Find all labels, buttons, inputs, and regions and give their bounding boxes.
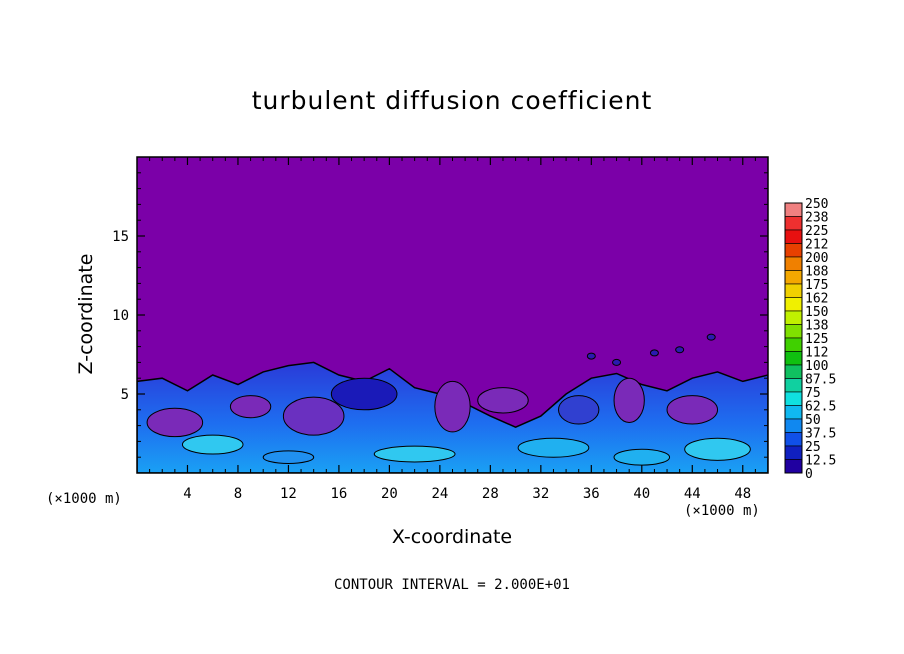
colorbar-label: 37.5 xyxy=(805,427,836,442)
colorbar-label: 238 xyxy=(805,211,828,226)
eddy-blob xyxy=(558,395,600,425)
colorbar-swatch xyxy=(784,324,803,339)
x-tick-label: 24 xyxy=(431,486,448,502)
x-tick-label: 4 xyxy=(183,486,191,502)
isolated-blob xyxy=(675,346,685,354)
colorbar-label: 188 xyxy=(805,265,828,280)
colorbar-swatch xyxy=(784,432,803,447)
colorbar-swatch xyxy=(784,364,803,379)
colorbar-label: 125 xyxy=(805,332,828,347)
isolated-blob xyxy=(649,349,659,357)
heatmap-field xyxy=(137,333,768,473)
x-tick-label: 32 xyxy=(532,486,549,502)
isolated-blob xyxy=(612,358,622,366)
x-unit-left: (×1000 m) xyxy=(46,491,122,507)
colorbar-swatch xyxy=(784,378,803,393)
contour-interval: CONTOUR INTERVAL = 2.000E+01 xyxy=(333,577,570,593)
colorbar-label: 200 xyxy=(805,251,828,266)
colorbar-swatch xyxy=(784,459,803,474)
colorbar-label: 212 xyxy=(805,238,828,253)
colorbar-swatch xyxy=(784,445,803,460)
eddy-blob xyxy=(262,450,315,465)
colorbar-swatch xyxy=(784,310,803,325)
eddy-blob xyxy=(666,395,719,425)
colorbar-label: 150 xyxy=(805,305,828,320)
y-tick-label: 15 xyxy=(112,229,129,245)
eddy-blob xyxy=(330,377,398,411)
colorbar-label: 225 xyxy=(805,224,828,239)
eddy-blob xyxy=(517,437,590,458)
colorbar-swatch xyxy=(784,202,803,217)
eddy-blob xyxy=(613,377,645,423)
colorbar-label: 112 xyxy=(805,346,828,361)
eddy-structures xyxy=(146,333,751,466)
x-tick-label: 20 xyxy=(381,486,398,502)
colorbar-swatch xyxy=(784,243,803,258)
isolated-blob xyxy=(586,352,596,360)
eddy-blob xyxy=(613,448,671,466)
x-tick-label: 44 xyxy=(684,486,701,502)
colorbar-label: 250 xyxy=(805,197,828,212)
colorbar-swatch xyxy=(784,270,803,285)
eddy-blob xyxy=(282,396,345,436)
x-tick-label: 8 xyxy=(234,486,242,502)
colorbar-swatch xyxy=(784,405,803,420)
colorbar-swatch xyxy=(784,229,803,244)
colorbar-label: 75 xyxy=(805,386,821,401)
eddy-blob xyxy=(477,387,529,414)
colorbar-label: 12.5 xyxy=(805,454,836,469)
colorbar-swatch xyxy=(784,391,803,406)
eddy-blob xyxy=(684,437,751,461)
colorbar-swatch xyxy=(784,216,803,231)
eddy-blob xyxy=(229,395,272,419)
chart-title: turbulent diffusion coefficient xyxy=(251,86,653,115)
colorbar-swatch xyxy=(784,337,803,352)
x-axis-ticks: 4 8 12 16 20 24 28 32 36 40 44 48 xyxy=(149,157,756,502)
x-tick-label: 12 xyxy=(280,486,297,502)
colorbar-frame xyxy=(784,202,803,474)
y-tick-label: 5 xyxy=(121,387,129,403)
x-unit-right: (×1000 m) xyxy=(684,503,760,519)
x-tick-label: 36 xyxy=(583,486,600,502)
y-axis-ticks: 5 10 15 xyxy=(112,172,768,458)
colorbar-label: 25 xyxy=(805,440,821,455)
isolated-blob xyxy=(706,333,716,341)
eddy-blob xyxy=(181,434,244,455)
colorbar-label: 162 xyxy=(805,292,828,307)
colorbar-swatch xyxy=(784,418,803,433)
colorbar-swatch xyxy=(784,256,803,271)
colorbar-swatch xyxy=(784,283,803,298)
x-tick-label: 40 xyxy=(633,486,650,502)
colorbar-label: 138 xyxy=(805,319,828,334)
y-axis-label: Z-coordinate xyxy=(75,253,97,375)
colorbar-label: 175 xyxy=(805,278,828,293)
colorbar-label: 62.5 xyxy=(805,400,836,415)
x-tick-label: 16 xyxy=(330,486,347,502)
colorbar-swatch xyxy=(784,351,803,366)
x-tick-label: 28 xyxy=(482,486,499,502)
eddy-blob xyxy=(373,445,456,463)
colorbar: 2502382252122001881751621501381251121008… xyxy=(784,197,836,482)
x-axis-label: X-coordinate xyxy=(391,526,513,548)
colorbar-label: 0 xyxy=(805,467,813,482)
colorbar-swatch xyxy=(784,297,803,312)
colorbar-label: 87.5 xyxy=(805,373,836,388)
y-tick-label: 10 xyxy=(112,308,129,324)
colorbar-label: 50 xyxy=(805,413,821,428)
x-tick-label: 48 xyxy=(734,486,751,502)
colorbar-label: 100 xyxy=(805,359,828,374)
eddy-blob xyxy=(146,407,204,438)
eddy-blob xyxy=(434,380,471,433)
